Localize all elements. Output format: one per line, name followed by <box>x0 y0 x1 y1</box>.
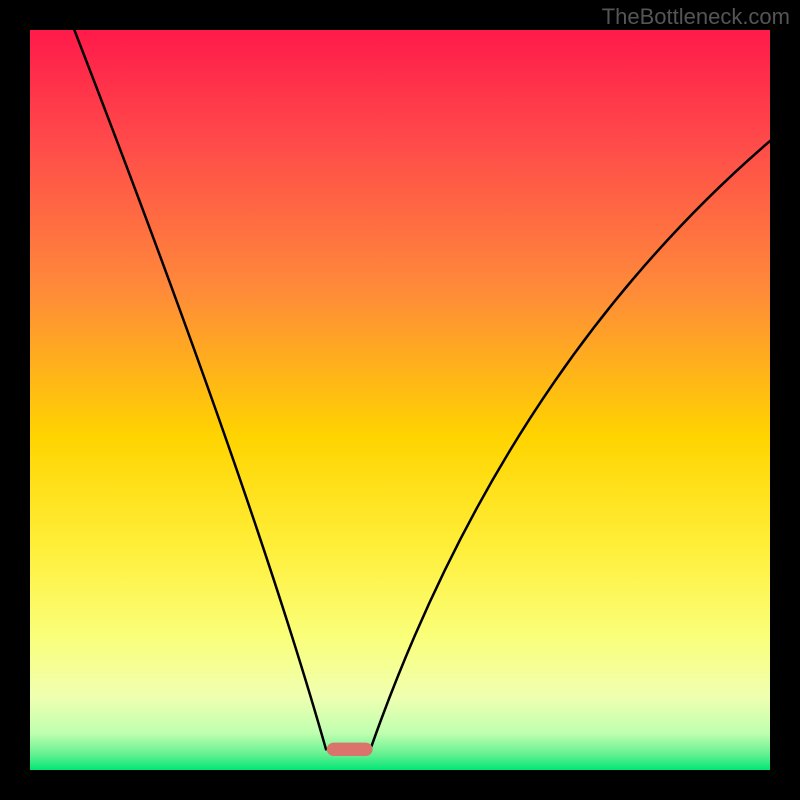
plot-area <box>30 30 770 770</box>
gradient-background <box>30 30 770 770</box>
watermark-text: TheBottleneck.com <box>602 4 790 30</box>
chart-svg <box>30 30 770 770</box>
bottleneck-marker <box>327 743 373 756</box>
chart-container: TheBottleneck.com <box>0 0 800 800</box>
